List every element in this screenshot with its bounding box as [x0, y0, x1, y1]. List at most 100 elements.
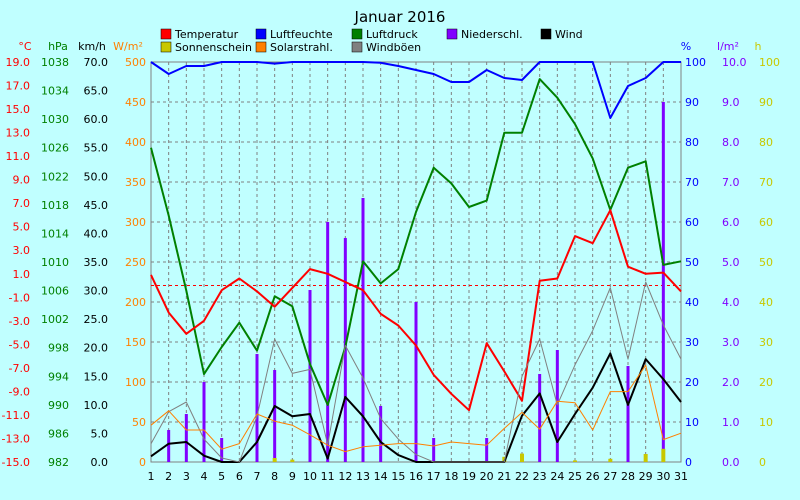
y-tick-label-hum: 70	[685, 176, 699, 189]
y-tick-label-hum: 10	[685, 416, 699, 429]
y-tick-label-rain: 2.0	[722, 376, 740, 389]
x-tick-label: 15	[391, 470, 405, 483]
y-tick-label-sun: 90	[759, 96, 773, 109]
bar-sonnenschein	[520, 453, 524, 462]
y-tick-label-rain: 4.0	[722, 296, 740, 309]
y-tick-label-sun: 100	[759, 56, 780, 69]
bar-niederschl	[538, 374, 542, 462]
bar-niederschl	[184, 414, 188, 462]
y-tick-label-wind: 15.0	[84, 370, 109, 383]
bar-niederschl	[432, 438, 436, 462]
y-tick-label-temp: 5.0	[13, 221, 31, 234]
y-tick-label-wind: 20.0	[84, 342, 109, 355]
bar-sonnenschein	[608, 458, 613, 462]
y-tick-label-press: 1018	[41, 199, 69, 212]
y-tick-label-hum: 100	[685, 56, 706, 69]
y-tick-label-wind: 50.0	[84, 170, 109, 183]
y-tick-label-wind: 25.0	[84, 313, 109, 326]
y-tick-label-sun: 80	[759, 136, 773, 149]
x-tick-label: 20	[480, 470, 494, 483]
x-tick-label: 19	[462, 470, 476, 483]
x-axis-ticks: 1 2 3 4 5 6 7 8 9 10 11 12 13 14 15 16 17 18 19 20 21 22 23 24 2…	[148, 470, 689, 483]
legend-swatch	[540, 28, 552, 40]
y-tick-label-press: 1014	[41, 227, 69, 240]
y-tick-label-temp: 13.0	[6, 127, 31, 140]
x-tick-label: 9	[289, 470, 296, 483]
y-tick-label-temp: -5.0	[9, 338, 30, 351]
y-tick-label-temp: 9.0	[13, 174, 31, 187]
y-tick-label-temp: 19.0	[6, 56, 31, 69]
bar-sonnenschein	[272, 458, 277, 462]
y-tick-label-press: 1002	[41, 313, 69, 326]
y-tick-label-sun: 10	[759, 416, 773, 429]
x-tick-label: 14	[374, 470, 388, 483]
y-tick-label-sun: 0	[759, 456, 766, 469]
y-tick-label-wind: 30.0	[84, 285, 109, 298]
unit-label-press: hPa	[48, 40, 68, 53]
series-line-luftdruck	[150, 78, 682, 406]
y-tick-label-temp: -7.0	[9, 362, 30, 375]
y-tick-label-press: 990	[48, 399, 69, 412]
legend-swatch	[160, 28, 172, 40]
y-tick-label-sun: 30	[759, 336, 773, 349]
y-tick-label-press: 1022	[41, 170, 69, 183]
y-tick-label-temp: 1.0	[13, 268, 31, 281]
y-tick-label-solar: 200	[125, 296, 146, 309]
legend-label: Luftfeuchte	[270, 28, 333, 41]
chart-title: Januar 2016	[354, 8, 446, 26]
y-tick-label-press: 1026	[41, 142, 69, 155]
y-tick-label-solar: 300	[125, 216, 146, 229]
bar-sonnenschein	[661, 448, 666, 462]
x-tick-label: 23	[533, 470, 547, 483]
x-tick-label: 25	[568, 470, 582, 483]
bar-niederschl	[414, 302, 418, 462]
legend-swatch	[351, 28, 363, 40]
y-tick-label-temp: 15.0	[6, 103, 31, 116]
y-tick-label-wind: 55.0	[84, 142, 109, 155]
bar-niederschl	[626, 366, 630, 462]
y-tick-label-temp: -1.0	[9, 291, 30, 304]
y-tick-label-solar: 100	[125, 376, 146, 389]
unit-label-rain: l/m²	[717, 40, 739, 53]
y-tick-label-temp: -15.0	[2, 456, 30, 469]
y-tick-label-press: 1034	[41, 85, 69, 98]
x-tick-label: 31	[674, 470, 688, 483]
x-tick-label: 12	[338, 470, 352, 483]
y-tick-label-hum: 90	[685, 96, 699, 109]
x-tick-label: 27	[603, 470, 617, 483]
unit-label-hum: %	[681, 40, 691, 53]
y-tick-label-wind: 40.0	[84, 227, 109, 240]
bar-niederschl	[220, 438, 224, 462]
y-tick-label-temp: 3.0	[13, 244, 31, 257]
y-tick-label-press: 1006	[41, 285, 69, 298]
legend-label: Windböen	[366, 41, 421, 54]
legend-label: Wind	[555, 28, 583, 41]
y-tick-label-solar: 500	[125, 56, 146, 69]
x-tick-label: 8	[271, 470, 278, 483]
legend-label: Niederschl.	[461, 28, 523, 41]
axis-unit-labels: °C hPa km/h W/m²% l/m² h	[18, 40, 761, 53]
x-tick-label: 21	[497, 470, 511, 483]
y-tick-label-wind: 5.0	[91, 427, 109, 440]
bar-niederschl	[273, 370, 277, 462]
y-tick-label-rain: 5.0	[722, 256, 740, 269]
unit-label-wind: km/h	[78, 40, 106, 53]
y-tick-label-hum: 40	[685, 296, 699, 309]
y-tick-label-hum: 50	[685, 256, 699, 269]
y-tick-label-solar: 250	[125, 256, 146, 269]
x-tick-label: 3	[183, 470, 190, 483]
y-tick-label-sun: 20	[759, 376, 773, 389]
y-tick-label-press: 994	[48, 370, 69, 383]
y-tick-label-sun: 40	[759, 296, 773, 309]
x-tick-label: 5	[218, 470, 225, 483]
bar-niederschl	[361, 198, 365, 462]
x-tick-label: 29	[639, 470, 653, 483]
y-tick-label-wind: 65.0	[84, 85, 109, 98]
x-tick-label: 24	[550, 470, 564, 483]
unit-label-solar: W/m²	[113, 40, 143, 53]
y-tick-label-hum: 60	[685, 216, 699, 229]
legend-swatch	[255, 28, 267, 40]
legend-swatch	[446, 28, 458, 40]
series-line-temperatur	[150, 209, 682, 412]
